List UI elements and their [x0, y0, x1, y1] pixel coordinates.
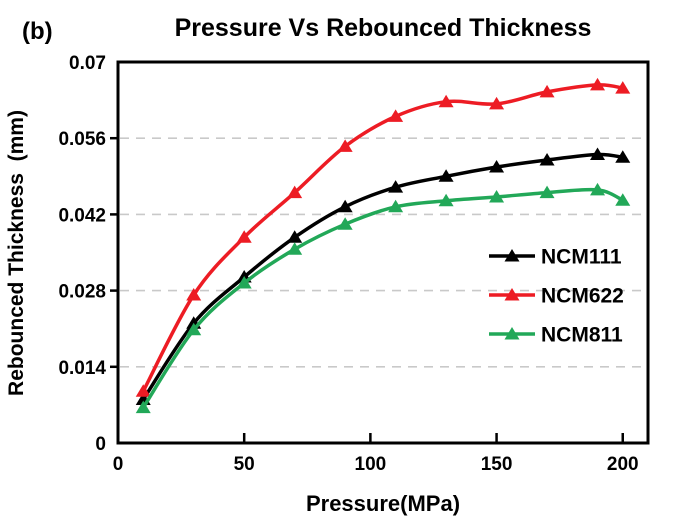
series-marker-NCM111-8 [539, 152, 555, 166]
series-marker-NCM811-2 [236, 275, 252, 289]
x-tick-label-4: 200 [607, 454, 639, 475]
x-tick-label-3: 150 [481, 454, 513, 475]
legend-marker-icon-NCM811 [504, 327, 520, 340]
series-marker-NCM111-5 [388, 180, 404, 193]
series-marker-NCM811-10 [615, 193, 631, 206]
x-axis-title: Pressure(MPa) [305, 491, 461, 516]
series-marker-NCM111-10 [615, 150, 631, 163]
x-tick-label-1: 50 [234, 454, 255, 475]
y-tick-label-0: 0 [95, 434, 106, 455]
chart-title: Pressure Vs Rebounced Thickness [174, 14, 592, 42]
series-marker-NCM111-4 [337, 199, 353, 213]
series-marker-NCM811-9 [590, 182, 606, 196]
series-marker-NCM811-3 [287, 242, 303, 255]
series-marker-NCM622-3 [287, 185, 303, 199]
panel-label: (b) [22, 18, 53, 45]
series-marker-NCM622-9 [590, 77, 606, 91]
series-marker-NCM811-0 [135, 400, 151, 414]
x-tick-label-2: 100 [355, 454, 387, 475]
y-tick-label-3: 0.042 [58, 205, 106, 226]
series-marker-NCM622-10 [615, 81, 631, 94]
series-marker-NCM622-6 [438, 94, 454, 108]
series-marker-NCM622-2 [236, 230, 252, 243]
legend-marker-icon-NCM622 [504, 288, 520, 301]
legend-label-NCM622: NCM622 [541, 285, 624, 308]
series-marker-NCM622-7 [489, 96, 505, 110]
y-tick-label-1: 0.014 [58, 358, 106, 379]
series-marker-NCM811-6 [438, 193, 454, 207]
series-marker-NCM111-3 [287, 230, 303, 243]
series-marker-NCM622-5 [388, 109, 404, 122]
series-marker-NCM811-5 [388, 199, 404, 213]
series-line-NCM622 [141, 83, 625, 394]
series-marker-NCM811-1 [186, 322, 202, 336]
series-marker-NCM811-8 [539, 185, 555, 199]
series-marker-NCM111-7 [489, 160, 505, 173]
plot-border [116, 60, 650, 445]
legend-label-NCM111: NCM111 [541, 246, 622, 269]
y-tick-label-5: 0.07 [69, 53, 106, 74]
series-marker-NCM622-0 [135, 384, 151, 397]
series-marker-NCM622-4 [337, 139, 353, 152]
series-marker-NCM811-7 [489, 189, 505, 203]
series-marker-NCM811-4 [337, 217, 353, 230]
y-tick-label-2: 0.028 [58, 282, 106, 303]
series-marker-NCM111-6 [438, 169, 454, 182]
legend-label-NCM811: NCM811 [541, 324, 623, 347]
x-tick-label-0: 0 [113, 454, 124, 475]
series-marker-NCM111-9 [590, 147, 606, 161]
series-marker-NCM622-8 [539, 84, 555, 98]
y-tick-label-4: 0.056 [58, 129, 106, 150]
series-marker-NCM622-1 [186, 287, 202, 301]
legend-marker-icon-NCM111 [504, 249, 520, 262]
series-line-NCM111 [141, 152, 625, 402]
